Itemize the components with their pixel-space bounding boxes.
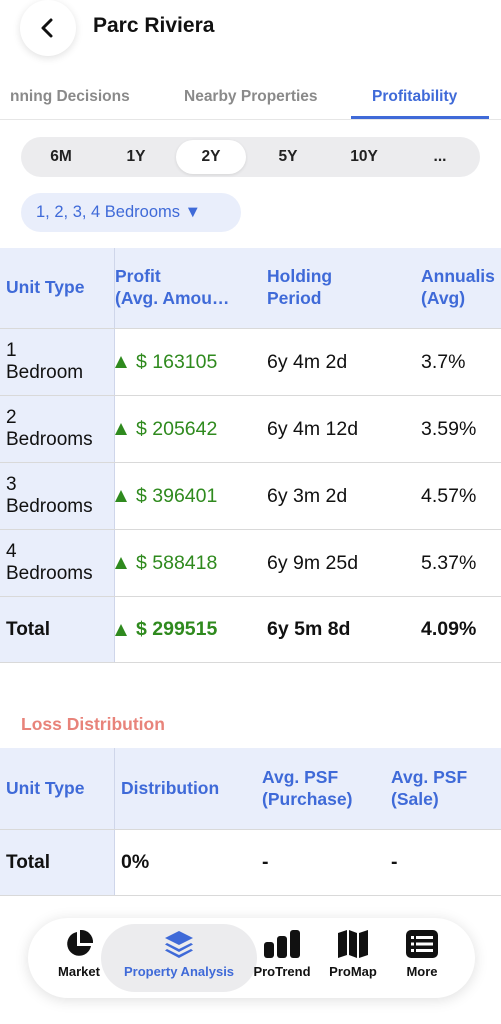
table-row: 3 Bedrooms $ 396401 6y 3m 2d 4.57% [0, 463, 501, 530]
period-more[interactable]: ... [433, 148, 447, 165]
bottom-navigation: Market Property Analysis ProTrend ProMap [28, 918, 475, 998]
page-title: Parc Riviera [93, 14, 215, 37]
header-annualised: Annualis (Avg) [421, 266, 495, 308]
section-tabs: nning Decisions Nearby Properties Profit… [0, 76, 501, 120]
total-holding-period-cell: 6y 5m 8d [267, 618, 351, 640]
holding-period-cell: 6y 4m 2d [267, 350, 348, 373]
up-arrow-icon [115, 490, 127, 502]
holding-period-cell: 6y 3m 2d [267, 484, 348, 507]
map-icon [338, 930, 368, 958]
up-arrow-icon [115, 623, 127, 636]
nav-protrend[interactable]: ProTrend [250, 928, 314, 990]
profit-cell: $ 163105 [115, 329, 265, 395]
app-header: Parc Riviera [0, 0, 501, 75]
bedroom-filter-dropdown[interactable]: 1, 2, 3, 4 Bedrooms ▼ [21, 193, 241, 232]
table-row: 4 Bedrooms $ 588418 6y 9m 25d 5.37% [0, 530, 501, 597]
header-avg-psf-purchase: Avg. PSF (Purchase) [262, 766, 353, 809]
total-profit-cell: $ 299515 [115, 597, 265, 662]
avg-psf-sale-cell: - [391, 851, 398, 873]
table-row: 2 Bedrooms $ 205642 6y 4m 12d 3.59% [0, 396, 501, 463]
unit-type-cell: 1 Bedroom [0, 329, 115, 395]
total-label-cell: Total [0, 597, 115, 662]
nav-promap[interactable]: ProMap [322, 928, 384, 990]
header-avg-psf-sale: Avg. PSF (Sale) [391, 766, 468, 809]
profit-cell: $ 205642 [115, 396, 265, 462]
table-total-row: Total 0% - - [0, 830, 501, 896]
nav-market[interactable]: Market [50, 928, 108, 990]
annualised-cell: 4.57% [421, 484, 477, 507]
header-distribution: Distribution [121, 777, 220, 798]
header-holding-period: Holding Period [267, 266, 333, 308]
table-header-row: Unit Type Profit (Avg. Amou… Holding Perio… [0, 248, 501, 329]
period-1y[interactable]: 1Y [126, 148, 146, 165]
unit-type-cell: 3 Bedrooms [0, 463, 115, 529]
period-selector: 6M 1Y 2Y 5Y 10Y ... [21, 137, 480, 177]
tab-profitability[interactable]: Profitability [372, 88, 458, 105]
avg-psf-purchase-cell: - [262, 851, 269, 873]
list-icon [406, 930, 438, 958]
distribution-cell: 0% [121, 851, 150, 873]
layers-icon [165, 931, 193, 958]
header-unit-type: Unit Type [0, 248, 115, 328]
period-6m[interactable]: 6M [50, 148, 72, 165]
profit-cell: $ 396401 [115, 463, 265, 529]
unit-type-cell: 2 Bedrooms [0, 396, 115, 462]
total-label-cell: Total [0, 830, 115, 895]
loss-distribution-title: Loss Distribution [21, 714, 165, 734]
annualised-cell: 5.37% [421, 551, 477, 574]
header-unit-type: Unit Type [0, 748, 115, 829]
holding-period-cell: 6y 9m 25d [267, 551, 359, 574]
annualised-cell: 3.59% [421, 417, 477, 440]
unit-type-cell: 4 Bedrooms [0, 530, 115, 596]
up-arrow-icon [115, 423, 127, 435]
active-tab-indicator [351, 116, 489, 119]
nav-property-analysis[interactable]: Property Analysis [114, 928, 244, 990]
total-annualised-cell: 4.09% [421, 618, 477, 640]
period-10y[interactable]: 10Y [350, 148, 378, 165]
header-profit: Profit (Avg. Amou… [115, 266, 230, 308]
table-header-row: Unit Type Distribution Avg. PSF (Purchase… [0, 748, 501, 830]
pie-chart-icon [67, 929, 94, 956]
period-2y[interactable]: 2Y [176, 140, 246, 174]
profit-cell: $ 588418 [115, 530, 265, 596]
up-arrow-icon [115, 557, 127, 569]
back-button[interactable] [20, 0, 76, 56]
table-row: 1 Bedroom $ 163105 6y 4m 2d 3.7% [0, 329, 501, 396]
nav-more[interactable]: More [394, 928, 450, 990]
period-5y[interactable]: 5Y [278, 148, 298, 165]
bar-chart-icon [264, 930, 300, 958]
up-arrow-icon [115, 356, 127, 368]
tab-planning-decisions[interactable]: nning Decisions [10, 88, 130, 105]
table-total-row: Total $ 299515 6y 5m 8d 4.09% [0, 597, 501, 663]
chevron-left-icon [41, 18, 53, 38]
tab-nearby-properties[interactable]: Nearby Properties [184, 88, 318, 105]
holding-period-cell: 6y 4m 12d [267, 417, 359, 440]
annualised-cell: 3.7% [421, 350, 466, 373]
